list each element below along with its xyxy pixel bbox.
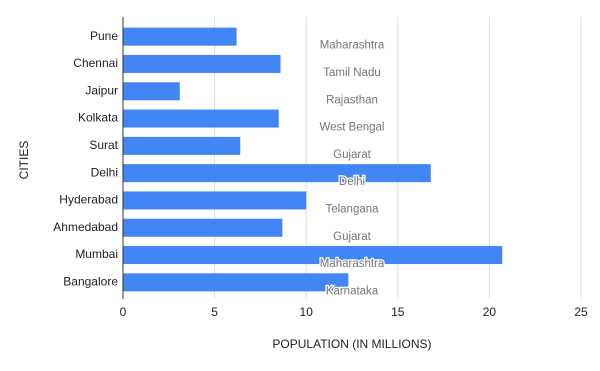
bar xyxy=(123,273,349,292)
bar xyxy=(123,164,431,183)
x-tick-label: 20 xyxy=(483,305,497,319)
y-tick-label: Delhi xyxy=(91,165,118,179)
bar xyxy=(123,82,180,101)
y-tick-label: Ahmedabad xyxy=(53,220,118,234)
bar xyxy=(123,191,307,210)
x-tick-label: 15 xyxy=(391,305,405,319)
x-tick-label: 0 xyxy=(120,305,127,319)
bar xyxy=(123,109,279,128)
state-annotation: Karnataka xyxy=(326,285,379,297)
bar xyxy=(123,27,237,46)
y-tick-label: Pune xyxy=(90,29,118,43)
bar xyxy=(123,54,281,73)
y-tick-label: Kolkata xyxy=(78,111,118,125)
state-annotation: Rajasthan xyxy=(326,94,378,106)
y-tick-label: Jaipur xyxy=(85,83,118,97)
state-annotation: Maharashtra xyxy=(320,40,385,52)
x-tick-label: 10 xyxy=(300,305,314,319)
state-annotation: Gujarat xyxy=(333,149,372,161)
state-annotation: Maharashtra xyxy=(320,258,385,270)
y-axis-label: CITIES xyxy=(17,141,31,180)
state-annotation: Gujarat xyxy=(333,231,372,243)
y-tick-label: Bangalore xyxy=(63,275,118,289)
y-tick-label: Surat xyxy=(89,138,118,152)
bar xyxy=(123,136,241,155)
state-annotation: Delhi xyxy=(339,176,365,188)
y-tick-label: Chennai xyxy=(73,56,118,70)
bar xyxy=(123,218,283,237)
x-tick-label: 5 xyxy=(211,305,218,319)
state-annotation: West Bengal xyxy=(320,122,385,134)
x-axis-label: POPULATION (IN MILLIONS) xyxy=(272,337,431,351)
state-annotation: Tamil Nadu xyxy=(323,67,381,79)
bar xyxy=(123,246,503,265)
y-tick-label: Hyderabad xyxy=(59,193,118,207)
x-tick-label: 25 xyxy=(574,305,588,319)
y-tick-label: Mumbai xyxy=(75,247,118,261)
state-annotation: Telangana xyxy=(325,203,379,215)
